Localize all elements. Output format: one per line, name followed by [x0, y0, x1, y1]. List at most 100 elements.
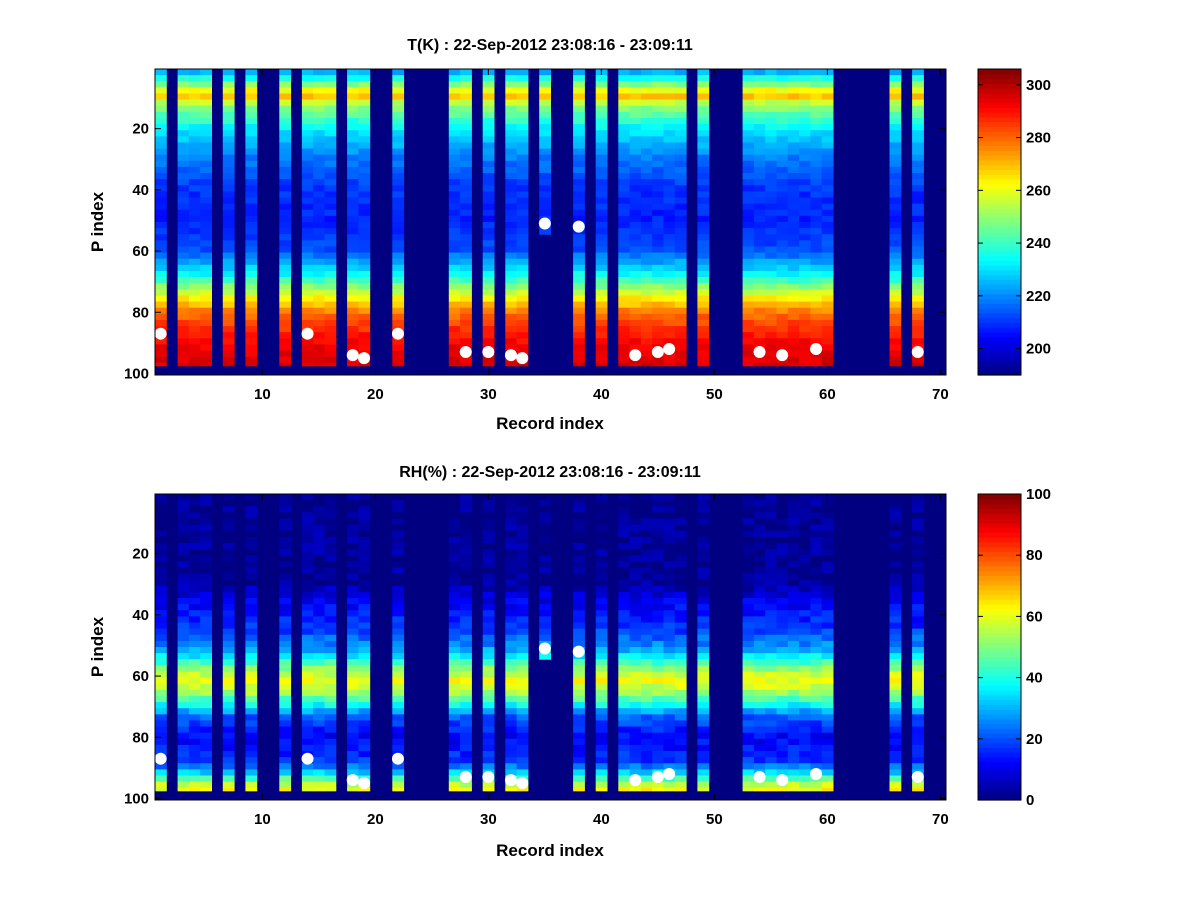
heatmap-cell — [200, 726, 212, 734]
heatmap-cell — [912, 714, 924, 721]
heatmap-cell — [177, 500, 190, 507]
heatmap-cell — [279, 117, 292, 125]
heatmap-cell — [245, 130, 258, 137]
heatmap-cell — [516, 634, 529, 642]
colorbar-segment — [978, 140, 1021, 147]
heatmap-cell — [799, 689, 811, 697]
heatmap-cell — [776, 665, 789, 672]
heatmap-cell — [347, 160, 359, 168]
heatmap-cell — [200, 518, 212, 526]
heatmap-cell — [200, 179, 212, 186]
heatmap-cell — [460, 726, 472, 734]
heatmap-cell — [629, 179, 642, 186]
heatmap-cell — [245, 542, 258, 550]
heatmap-cell — [912, 494, 924, 501]
heatmap-cell — [652, 506, 664, 513]
heatmap-cell — [595, 117, 608, 125]
heatmap-cell — [595, 173, 608, 180]
colorbar-segment — [978, 608, 1021, 615]
heatmap-cell — [618, 610, 631, 617]
heatmap-cell — [347, 598, 359, 605]
heatmap-cell — [765, 75, 777, 82]
heatmap-cell — [460, 117, 472, 125]
heatmap-cell — [188, 307, 201, 315]
heatmap-cell — [629, 567, 642, 575]
heatmap-cell — [912, 338, 924, 345]
heatmap-cell — [516, 622, 529, 630]
heatmap-cell — [448, 708, 461, 715]
heatmap-cell — [313, 708, 325, 715]
heatmap-cell — [324, 283, 337, 290]
heatmap-cell — [177, 154, 190, 162]
heatmap-cell — [652, 258, 664, 266]
heatmap-cell — [787, 258, 800, 266]
heatmap-cell — [313, 69, 325, 76]
heatmap-cell — [618, 573, 631, 581]
heatmap-cell — [753, 567, 766, 575]
heatmap-cell — [200, 738, 212, 746]
heatmap-cell — [539, 93, 551, 101]
heatmap-cell — [595, 307, 608, 315]
heatmap-cell — [912, 356, 924, 364]
heatmap-cell — [595, 653, 608, 660]
heatmap-cell — [301, 549, 314, 556]
heatmap-cell — [245, 738, 258, 746]
heatmap-cell — [753, 222, 766, 229]
heatmap-cell — [347, 295, 359, 303]
heatmap-cell — [742, 542, 755, 550]
heatmap-cell — [697, 591, 710, 599]
heatmap-cell — [889, 179, 902, 186]
heatmap-cell — [200, 203, 212, 211]
heatmap-cell — [629, 708, 642, 715]
heatmap-cell — [358, 622, 371, 630]
heatmap-cell — [460, 295, 472, 303]
heatmap-cell — [392, 591, 405, 599]
heatmap-cell — [753, 536, 766, 544]
heatmap-cell — [347, 769, 359, 777]
heatmap-cell — [301, 87, 314, 94]
heatmap-cell — [889, 573, 902, 581]
heatmap-cell — [460, 203, 472, 211]
heatmap-cell — [753, 695, 766, 703]
heatmap-cell — [301, 148, 314, 156]
heatmap-cell — [799, 148, 811, 156]
heatmap-cell — [618, 622, 631, 630]
heatmap-cell — [799, 732, 811, 740]
heatmap-cell — [324, 295, 337, 303]
heatmap-cell — [595, 326, 608, 333]
heatmap-cell — [155, 763, 167, 770]
heatmap-cell — [539, 610, 551, 617]
heatmap-cell — [742, 732, 755, 740]
heatmap-cell — [505, 751, 518, 758]
heatmap-cell — [448, 295, 461, 303]
heatmap-cell — [177, 326, 190, 333]
heatmap-cell — [279, 647, 292, 654]
heatmap-cell — [177, 338, 190, 345]
heatmap-column-15 — [313, 69, 325, 367]
heatmap-cell — [821, 677, 834, 685]
heatmap-cell — [652, 536, 664, 544]
heatmap-cell — [155, 567, 167, 575]
colorbar-segment — [978, 188, 1021, 194]
heatmap-cell — [776, 173, 789, 180]
heatmap-cell — [313, 252, 325, 260]
heatmap-cell — [765, 579, 777, 587]
heatmap-cell — [663, 781, 676, 789]
heatmap-cell — [573, 142, 585, 150]
heatmap-cell — [674, 744, 687, 752]
heatmap-cell — [765, 647, 777, 654]
y-tick-label: 60 — [132, 668, 149, 685]
heatmap-cell — [912, 659, 924, 666]
heatmap-cell — [787, 659, 800, 666]
heatmap-cell — [889, 203, 902, 211]
heatmap-cell — [799, 93, 811, 101]
heatmap-cell — [742, 665, 755, 672]
heatmap-cell — [912, 573, 924, 581]
heatmap-cell — [392, 665, 405, 672]
heatmap-cell — [392, 536, 405, 544]
heatmap-cell — [765, 787, 777, 792]
heatmap-cell — [222, 494, 235, 501]
colorbar-segment — [978, 623, 1021, 629]
heatmap-cell — [640, 616, 653, 624]
heatmap-cell — [663, 209, 676, 217]
